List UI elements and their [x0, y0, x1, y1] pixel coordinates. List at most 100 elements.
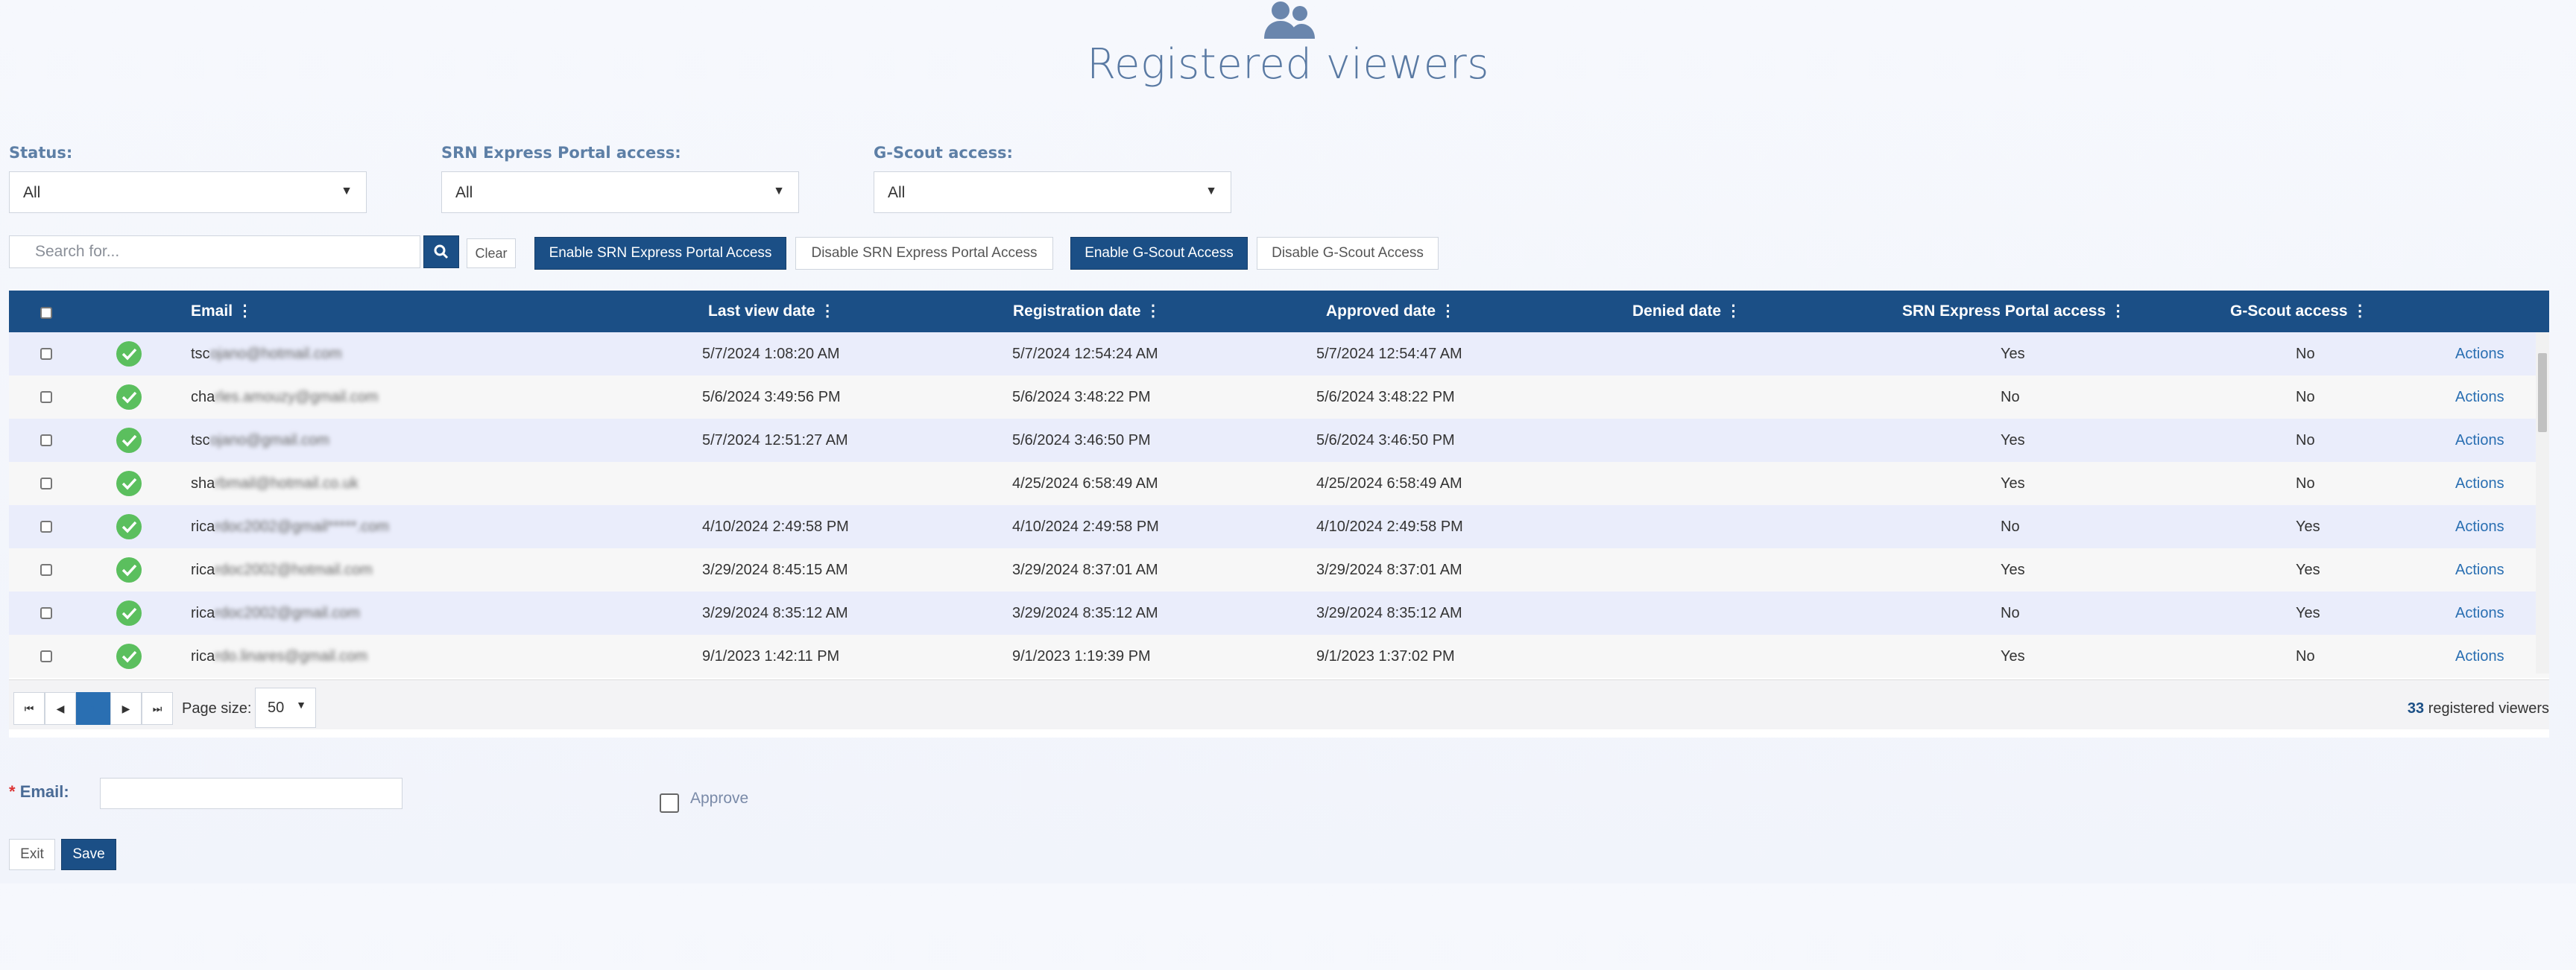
- gscout-access-cell: Yes: [2296, 519, 2320, 535]
- search-button[interactable]: [423, 235, 459, 268]
- srn-filter-label: SRN Express Portal access:: [441, 144, 681, 162]
- gscout-access-cell: Yes: [2296, 605, 2320, 621]
- column-menu-icon[interactable]: ⋮: [1440, 302, 1456, 320]
- search-icon: [434, 244, 449, 259]
- srn-access-cell: Yes: [2001, 346, 2025, 362]
- column-menu-icon[interactable]: ⋮: [1145, 302, 1161, 320]
- status-select[interactable]: All ▼: [9, 171, 367, 213]
- table-scrollbar[interactable]: [2536, 332, 2549, 673]
- last-page-icon[interactable]: ⏭: [142, 692, 173, 725]
- enable-gscout-button[interactable]: Enable G-Scout Access: [1070, 237, 1248, 270]
- column-header-gscout-access[interactable]: G-Scout access ⋮: [2230, 291, 2368, 332]
- column-menu-icon[interactable]: ⋮: [2352, 302, 2368, 320]
- select-all-checkbox[interactable]: [40, 307, 52, 319]
- prev-page-icon[interactable]: ◀: [45, 692, 76, 725]
- email-cell: ricardoc2002@gmail.com: [191, 605, 361, 621]
- row-checkbox[interactable]: [40, 564, 52, 576]
- actions-link[interactable]: Actions: [2455, 475, 2504, 492]
- actions-link[interactable]: Actions: [2455, 562, 2504, 578]
- first-page-icon[interactable]: ⏮: [13, 692, 45, 725]
- actions-link[interactable]: Actions: [2455, 648, 2504, 665]
- column-menu-icon[interactable]: ⋮: [237, 302, 253, 320]
- approved-check-icon: [116, 428, 142, 453]
- page-size-value: 50: [268, 700, 285, 716]
- exit-button[interactable]: Exit: [9, 839, 55, 870]
- table-row: ricardoc2002@gmail.com 3/29/2024 8:35:12…: [9, 592, 2549, 635]
- actions-link[interactable]: Actions: [2455, 605, 2504, 621]
- disable-gscout-button[interactable]: Disable G-Scout Access: [1257, 237, 1439, 270]
- gscout-filter-label: G-Scout access:: [874, 144, 1013, 162]
- enable-srn-button[interactable]: Enable SRN Express Portal Access: [534, 237, 786, 270]
- column-header-approved-date[interactable]: Approved date ⋮: [1326, 291, 1456, 332]
- clear-button[interactable]: Clear: [467, 238, 516, 268]
- disable-srn-button[interactable]: Disable SRN Express Portal Access: [795, 237, 1053, 270]
- column-header-email[interactable]: Email ⋮: [191, 291, 253, 332]
- last-view-cell: 5/7/2024 12:51:27 AM: [702, 432, 848, 448]
- scrollbar-thumb[interactable]: [2538, 353, 2547, 432]
- registration-cell: 4/10/2024 2:49:58 PM: [1012, 519, 1159, 535]
- approved-check-icon: [116, 341, 142, 367]
- email-cell: tscojano@gmail.com: [191, 432, 329, 448]
- approved-cell: 5/7/2024 12:54:47 AM: [1316, 346, 1462, 362]
- table-row: ricardo.linares@gmail.com 9/1/2023 1:42:…: [9, 635, 2549, 678]
- row-checkbox[interactable]: [40, 607, 52, 619]
- row-checkbox[interactable]: [40, 434, 52, 446]
- actions-link[interactable]: Actions: [2455, 432, 2504, 448]
- email-field[interactable]: [100, 778, 402, 809]
- approve-checkbox[interactable]: [660, 793, 679, 813]
- current-page-button[interactable]: 1: [76, 692, 110, 725]
- gscout-access-select[interactable]: All ▼: [874, 171, 1231, 213]
- row-checkbox[interactable]: [40, 650, 52, 662]
- pager: ⏮ ◀ 1 ▶ ⏭ Page size: 50 ▼ 33 registered …: [9, 679, 2549, 729]
- row-checkbox[interactable]: [40, 391, 52, 403]
- email-cell: ricardoc2002@hotmail.com: [191, 562, 373, 578]
- chevron-down-icon: ▼: [1205, 185, 1217, 197]
- row-checkbox[interactable]: [40, 348, 52, 360]
- registration-cell: 3/29/2024 8:35:12 AM: [1012, 605, 1158, 621]
- next-page-icon[interactable]: ▶: [110, 692, 142, 725]
- srn-access-cell: Yes: [2001, 475, 2025, 492]
- srn-access-select[interactable]: All ▼: [441, 171, 799, 213]
- srn-access-cell: No: [2001, 605, 2020, 621]
- row-checkbox[interactable]: [40, 521, 52, 533]
- column-header-srn-access[interactable]: SRN Express Portal access ⋮: [1902, 291, 2127, 332]
- email-cell: ricardoc2002@gmail*****.com: [191, 519, 389, 535]
- approved-cell: 9/1/2023 1:37:02 PM: [1316, 648, 1455, 665]
- actions-link[interactable]: Actions: [2455, 519, 2504, 535]
- status-filter-label: Status:: [9, 144, 73, 162]
- gscout-access-cell: No: [2296, 346, 2315, 362]
- users-icon: [1264, 1, 1315, 39]
- actions-link[interactable]: Actions: [2455, 389, 2504, 405]
- last-view-cell: 4/10/2024 2:49:58 PM: [702, 519, 849, 535]
- column-header-registration-date[interactable]: Registration date ⋮: [1013, 291, 1161, 332]
- actions-link[interactable]: Actions: [2455, 346, 2504, 362]
- gscout-access-cell: No: [2296, 432, 2315, 448]
- email-cell: ricardo.linares@gmail.com: [191, 648, 368, 665]
- column-menu-icon[interactable]: ⋮: [2110, 302, 2127, 320]
- table-row: charles.amouzy@gmail.com 5/6/2024 3:49:5…: [9, 375, 2549, 419]
- email-cell: tscojano@hotmail.com: [191, 346, 342, 362]
- email-field-label: * Email:: [9, 782, 69, 801]
- column-menu-icon[interactable]: ⋮: [1726, 302, 1742, 320]
- srn-select-value: All: [455, 184, 473, 201]
- column-header-denied-date[interactable]: Denied date ⋮: [1632, 291, 1742, 332]
- srn-access-cell: Yes: [2001, 562, 2025, 578]
- column-header-last-view-date[interactable]: Last view date ⋮: [708, 291, 836, 332]
- search-input[interactable]: Search for...: [9, 235, 420, 268]
- approved-cell: 5/6/2024 3:48:22 PM: [1316, 389, 1455, 405]
- approved-cell: 5/6/2024 3:46:50 PM: [1316, 432, 1455, 448]
- approve-label: Approve: [690, 790, 749, 807]
- email-cell: charles.amouzy@gmail.com: [191, 389, 379, 405]
- save-button[interactable]: Save: [61, 839, 116, 870]
- column-menu-icon[interactable]: ⋮: [819, 302, 836, 320]
- approved-check-icon: [116, 600, 142, 626]
- page-size-select[interactable]: 50 ▼: [255, 688, 316, 728]
- chevron-down-icon: ▼: [296, 699, 306, 711]
- srn-access-cell: No: [2001, 389, 2020, 405]
- chevron-down-icon: ▼: [773, 185, 785, 197]
- row-checkbox[interactable]: [40, 478, 52, 489]
- table-row: sharbmail@hotmail.co.uk 4/25/2024 6:58:4…: [9, 462, 2549, 505]
- last-view-cell: 3/29/2024 8:45:15 AM: [702, 562, 848, 578]
- total-count: 33 registered viewers: [2407, 700, 2549, 717]
- registration-cell: 5/6/2024 3:48:22 PM: [1012, 389, 1151, 405]
